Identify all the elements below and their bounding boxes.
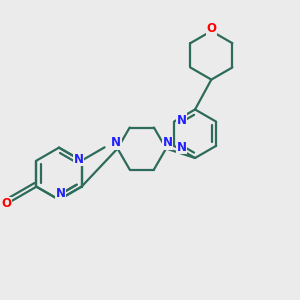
Text: N: N [74, 153, 84, 166]
Text: O: O [206, 22, 216, 35]
Text: N: N [56, 187, 65, 200]
Text: O: O [2, 197, 11, 211]
Text: N: N [163, 136, 172, 149]
Text: N: N [176, 114, 186, 127]
Text: N: N [176, 141, 186, 154]
Text: N: N [111, 136, 121, 149]
